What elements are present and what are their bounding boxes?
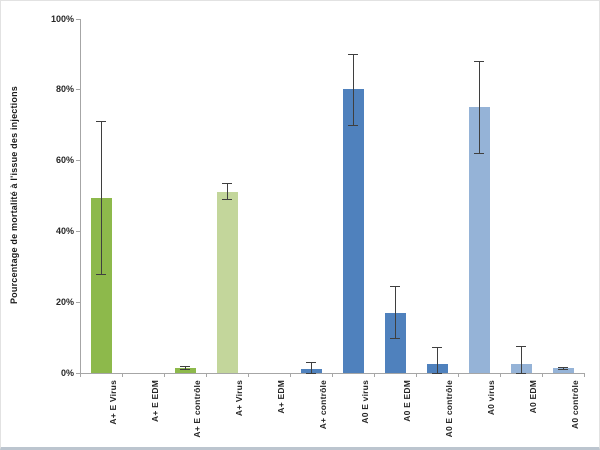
bar-a-virus xyxy=(216,192,238,373)
error-bar-cap-top xyxy=(516,346,526,348)
error-bar-cap-top xyxy=(474,61,484,63)
x-axis-category-label: A+ E Virus xyxy=(108,380,118,425)
error-bar-cap-top xyxy=(558,366,568,368)
y-axis-tick xyxy=(76,160,80,162)
bar-a-e-virus xyxy=(90,197,112,373)
x-axis-tick xyxy=(584,374,585,377)
x-axis-tick xyxy=(542,374,543,377)
x-axis-tick xyxy=(164,374,165,377)
bar-a0-e-virus xyxy=(342,89,364,373)
error-bar-vertical xyxy=(227,183,228,200)
x-axis-tick xyxy=(332,374,333,377)
x-axis-category-label: A0 virus xyxy=(486,380,496,416)
error-bar-cap-bottom xyxy=(306,373,316,374)
error-bar-cap-bottom xyxy=(558,368,568,370)
error-bar-cap-top xyxy=(96,121,106,123)
bar-a0-e-edm xyxy=(384,312,406,373)
y-axis-tick-label: 20% xyxy=(55,297,74,308)
x-axis-tick xyxy=(206,374,207,377)
x-axis-category-label: A+ EDM xyxy=(276,380,286,414)
x-axis-tick xyxy=(290,374,291,377)
error-bar-cap-bottom xyxy=(222,199,232,201)
error-bar-cap-bottom xyxy=(348,124,358,126)
x-axis-tick xyxy=(80,374,81,377)
y-axis-line xyxy=(80,18,81,373)
y-axis-tick xyxy=(76,89,80,91)
error-bar-cap-top xyxy=(222,183,232,185)
x-axis-category-label: A+ E EDM xyxy=(150,380,160,422)
error-bar-cap-bottom xyxy=(180,369,190,371)
y-axis-tick-label: 60% xyxy=(55,155,74,166)
x-axis-category-label: A+ contrôle xyxy=(318,380,328,430)
error-bar-vertical xyxy=(101,121,102,274)
error-bar-vertical xyxy=(185,365,186,370)
x-axis-category-label: A+ Virus xyxy=(234,380,244,417)
error-bar-vertical xyxy=(563,366,564,369)
error-bar-cap-top xyxy=(306,362,316,364)
bar-a0-contr-le xyxy=(552,367,574,373)
error-bar-vertical xyxy=(353,53,354,125)
error-bar-cap-top xyxy=(432,347,442,349)
x-axis-line xyxy=(80,373,585,374)
y-axis-tick-label: 80% xyxy=(55,84,74,95)
x-axis-tick xyxy=(458,374,459,377)
x-axis-tick xyxy=(500,374,501,377)
x-axis-tick xyxy=(248,374,249,377)
x-axis-category-label: A0 EDM xyxy=(528,380,538,414)
error-bar-vertical xyxy=(479,61,480,154)
x-axis-category-label: A0 contrôle xyxy=(570,380,580,429)
error-bar-cap-bottom xyxy=(474,153,484,155)
x-axis-tick xyxy=(416,374,417,377)
y-axis-tick-label: 100% xyxy=(50,13,74,24)
x-axis-category-label: A+ E contrôle xyxy=(192,380,202,438)
y-axis-tick xyxy=(76,231,80,233)
y-axis-tick xyxy=(76,18,80,20)
bar-a0-virus xyxy=(468,107,490,373)
error-bar-vertical xyxy=(521,346,522,373)
error-bar-cap-top xyxy=(390,286,400,288)
x-axis-category-label: A0 E virus xyxy=(360,380,370,424)
error-bar-cap-top xyxy=(348,53,358,55)
x-axis-tick xyxy=(374,374,375,377)
error-bar-cap-bottom xyxy=(390,337,400,339)
y-axis-tick-label: 40% xyxy=(55,226,74,237)
error-bar-cap-top xyxy=(180,365,190,367)
error-bar-cap-bottom xyxy=(432,373,442,374)
error-bar-vertical xyxy=(437,347,438,373)
error-bar-vertical xyxy=(311,362,312,373)
y-axis-tick xyxy=(76,302,80,304)
y-axis-tick xyxy=(76,373,80,374)
error-bar-vertical xyxy=(395,286,396,338)
x-axis-category-label: A0 E contrôle xyxy=(444,380,454,438)
error-bar-cap-bottom xyxy=(516,373,526,374)
x-axis-category-label: A0 E EDM xyxy=(402,380,412,422)
x-axis-tick xyxy=(122,374,123,377)
error-bar-cap-bottom xyxy=(96,273,106,275)
y-axis-tick-label: 0% xyxy=(60,368,74,378)
